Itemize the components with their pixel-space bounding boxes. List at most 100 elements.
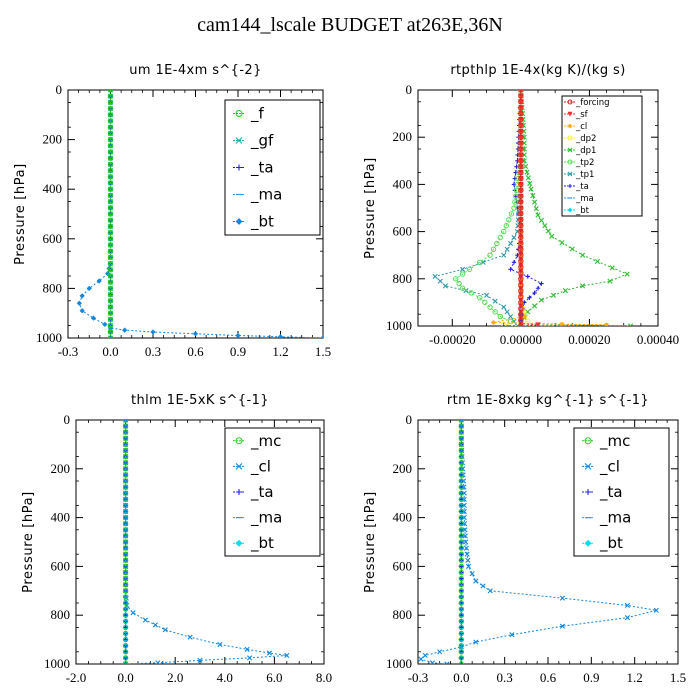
data-point xyxy=(528,186,534,192)
data-point xyxy=(122,636,129,643)
legend-item: _bt xyxy=(233,213,274,232)
data-point xyxy=(525,175,531,181)
data-point xyxy=(518,140,524,146)
data-point xyxy=(458,600,465,606)
data-point xyxy=(108,335,113,338)
data-point xyxy=(107,118,114,124)
legend-label: _tp1 xyxy=(575,170,594,180)
legend-item: _cl xyxy=(582,457,620,476)
legend-item: _f xyxy=(233,105,265,124)
data-point xyxy=(518,323,524,326)
panel-title: thlm 1E-5xK s^{-1} xyxy=(131,393,269,408)
data-point xyxy=(538,297,545,303)
data-point xyxy=(607,278,613,284)
y-tick-label: 0 xyxy=(406,82,413,97)
data-point xyxy=(458,423,465,429)
legend-marker xyxy=(236,164,242,171)
data-point xyxy=(579,252,586,258)
data-point xyxy=(492,309,498,315)
data-point xyxy=(491,320,496,325)
data-point xyxy=(122,539,129,545)
data-point xyxy=(107,155,114,161)
data-point xyxy=(518,158,524,164)
data-point xyxy=(518,187,524,194)
legend-marker xyxy=(236,489,242,495)
data-point xyxy=(107,335,114,338)
data-point xyxy=(107,211,114,217)
legend-label: _bt xyxy=(575,206,590,216)
data-point xyxy=(535,286,541,291)
x-tick-label: 6.0 xyxy=(266,670,282,685)
data-point xyxy=(458,429,465,435)
data-point xyxy=(107,149,114,155)
legend-label: _gf xyxy=(250,132,274,151)
legend-item: _mc xyxy=(233,432,281,451)
legend-label: _ta xyxy=(250,483,274,502)
data-point xyxy=(518,234,524,241)
data-point xyxy=(152,622,158,628)
data-point xyxy=(458,460,465,466)
data-point xyxy=(458,661,465,664)
legend-marker xyxy=(235,110,243,117)
data-point xyxy=(624,602,631,609)
data-point xyxy=(508,211,515,217)
data-point xyxy=(504,309,510,315)
legend-label: _ta xyxy=(250,159,274,178)
data-point xyxy=(107,236,114,242)
data-point xyxy=(76,300,82,306)
data-point xyxy=(518,146,524,152)
data-point xyxy=(107,192,114,199)
data-point xyxy=(86,285,92,292)
data-point xyxy=(535,322,541,326)
legend-item: _tp2 xyxy=(564,158,594,168)
data-point xyxy=(122,545,129,551)
data-point xyxy=(458,624,465,631)
data-point xyxy=(518,164,524,170)
data-point xyxy=(122,563,129,570)
legend: _forcing _sf _cl _dp2 _dp1 _tp2 _tp1 _ta _ma _bt xyxy=(561,95,643,217)
data-point xyxy=(624,615,631,621)
y-tick-label: 600 xyxy=(393,558,413,573)
data-point xyxy=(107,273,114,279)
y-tick-label: 0 xyxy=(56,82,63,97)
x-tick-label: -0.00020 xyxy=(429,332,476,347)
data-point xyxy=(501,228,507,235)
panel-thlm: thlm 1E-5xK s^{-1} Pressure [hPa] -2.0 0.0 2… xyxy=(21,393,332,685)
data-point xyxy=(468,290,474,296)
data-point xyxy=(518,105,524,111)
data-point xyxy=(107,260,114,267)
legend-label: _cl xyxy=(599,457,620,476)
data-point xyxy=(107,167,114,174)
data-point xyxy=(418,656,424,662)
legend-item: _dp2 xyxy=(564,134,596,144)
data-point xyxy=(107,329,114,335)
series-group xyxy=(418,420,659,664)
legend-marker xyxy=(584,437,592,445)
data-point xyxy=(523,163,529,170)
data-point xyxy=(150,329,156,335)
legend-item: _cl xyxy=(564,122,587,132)
data-point xyxy=(518,258,524,264)
y-tick-label: 600 xyxy=(51,558,71,573)
legend-marker xyxy=(567,111,573,117)
data-point xyxy=(122,649,129,655)
data-point xyxy=(527,295,532,300)
x-tick-label: 8.0 xyxy=(316,670,332,685)
data-point xyxy=(458,478,465,484)
data-point xyxy=(501,252,507,258)
data-point xyxy=(437,278,443,284)
data-point xyxy=(458,655,465,661)
series-ta xyxy=(508,90,544,326)
legend-item: _dp1 xyxy=(564,146,596,156)
data-point xyxy=(122,420,129,423)
x-tick-label: 0.0 xyxy=(453,670,469,685)
data-point xyxy=(277,334,284,338)
y-tick-label: 1000 xyxy=(386,656,412,671)
x-tick-label: 1.2 xyxy=(627,670,643,685)
data-point xyxy=(480,583,486,589)
data-point xyxy=(503,223,509,229)
data-point xyxy=(107,112,114,118)
data-point xyxy=(518,199,524,205)
data-point xyxy=(518,93,524,99)
